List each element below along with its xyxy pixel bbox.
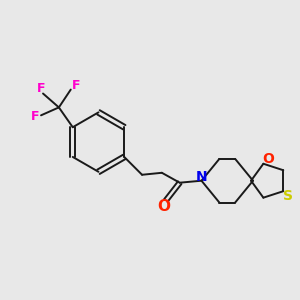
Text: F: F: [31, 110, 39, 123]
Text: F: F: [71, 79, 80, 92]
Text: S: S: [283, 189, 293, 203]
Text: O: O: [158, 199, 170, 214]
Text: O: O: [262, 152, 274, 166]
Text: F: F: [37, 82, 45, 95]
Text: N: N: [196, 170, 207, 184]
